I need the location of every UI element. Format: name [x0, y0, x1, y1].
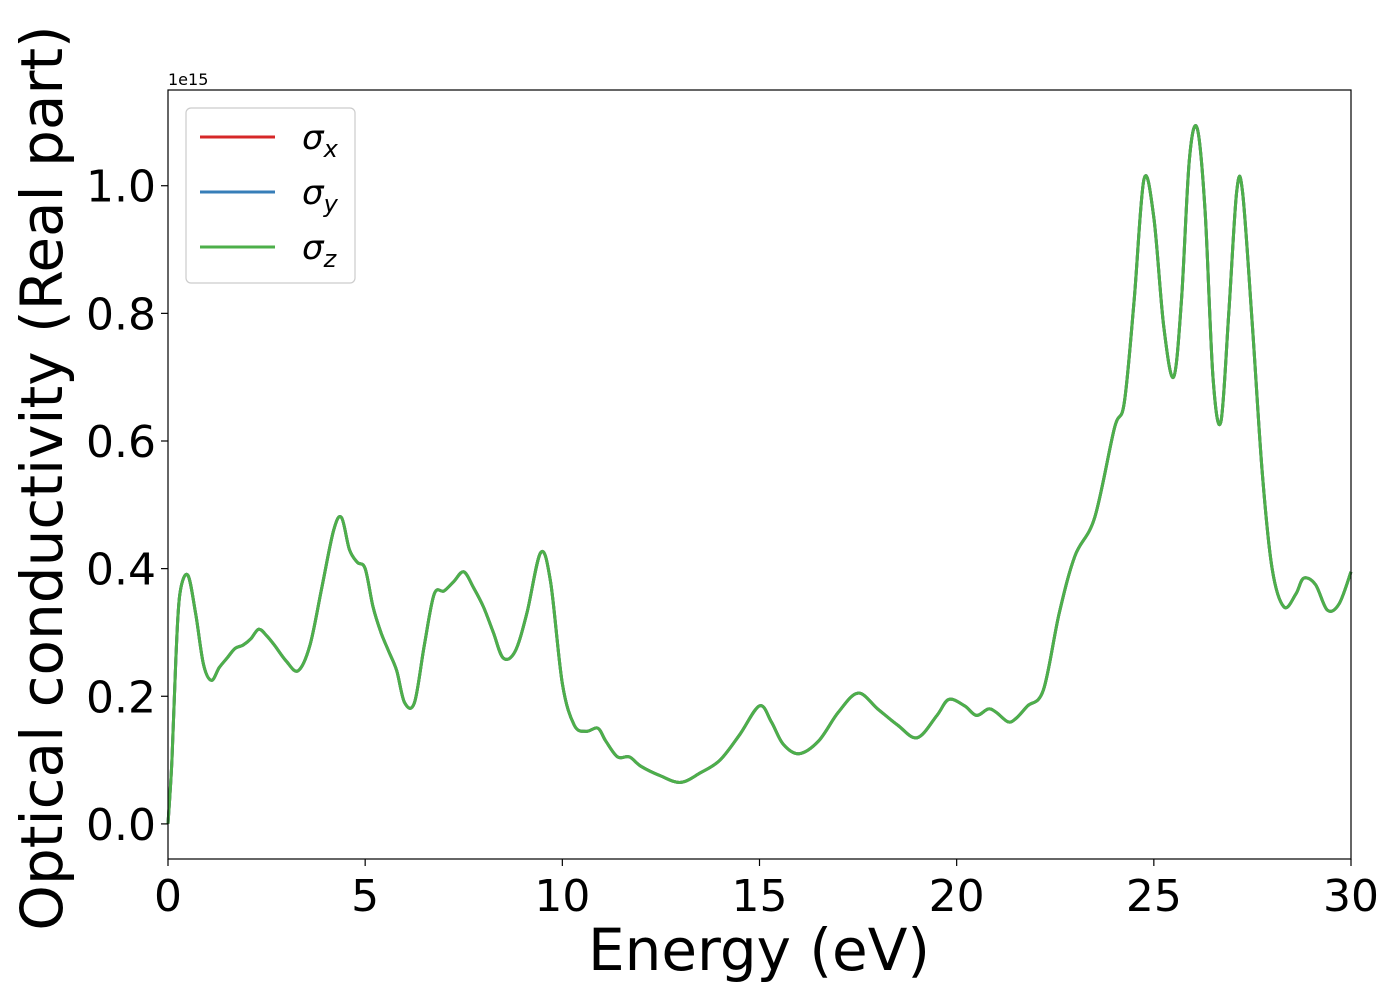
x-tick-label: 30 — [1323, 871, 1379, 922]
y-tick-label: 0.6 — [86, 417, 156, 468]
series-layer — [166, 124, 1353, 824]
x-tick-label: 25 — [1126, 871, 1182, 922]
y-axis-ticks: 0.0 0.2 0.4 0.6 0.8 1.0 — [86, 162, 168, 851]
x-axis-ticks: 0 5 10 15 20 25 30 — [154, 859, 1379, 922]
x-tick-label: 20 — [929, 871, 985, 922]
y-tick-label: 0.2 — [86, 672, 156, 723]
x-tick-label: 15 — [732, 871, 788, 922]
y-tick-label: 1.0 — [86, 162, 156, 213]
y-tick-label: 0.4 — [86, 545, 156, 596]
x-tick-label: 0 — [154, 871, 182, 922]
legend-frame — [185, 107, 356, 284]
x-tick-label: 5 — [351, 871, 379, 922]
x-axis-label: Energy (eV) — [588, 916, 930, 984]
y-tick-label: 0.0 — [86, 800, 156, 851]
series-line-z — [166, 124, 1353, 824]
y-tick-label: 0.8 — [86, 289, 156, 340]
y-axis-label: Optical conductivity (Real part) — [8, 25, 76, 930]
y-offset-text: 1e15 — [168, 70, 208, 89]
x-tick-label: 10 — [534, 871, 590, 922]
plot-area — [166, 89, 1353, 860]
